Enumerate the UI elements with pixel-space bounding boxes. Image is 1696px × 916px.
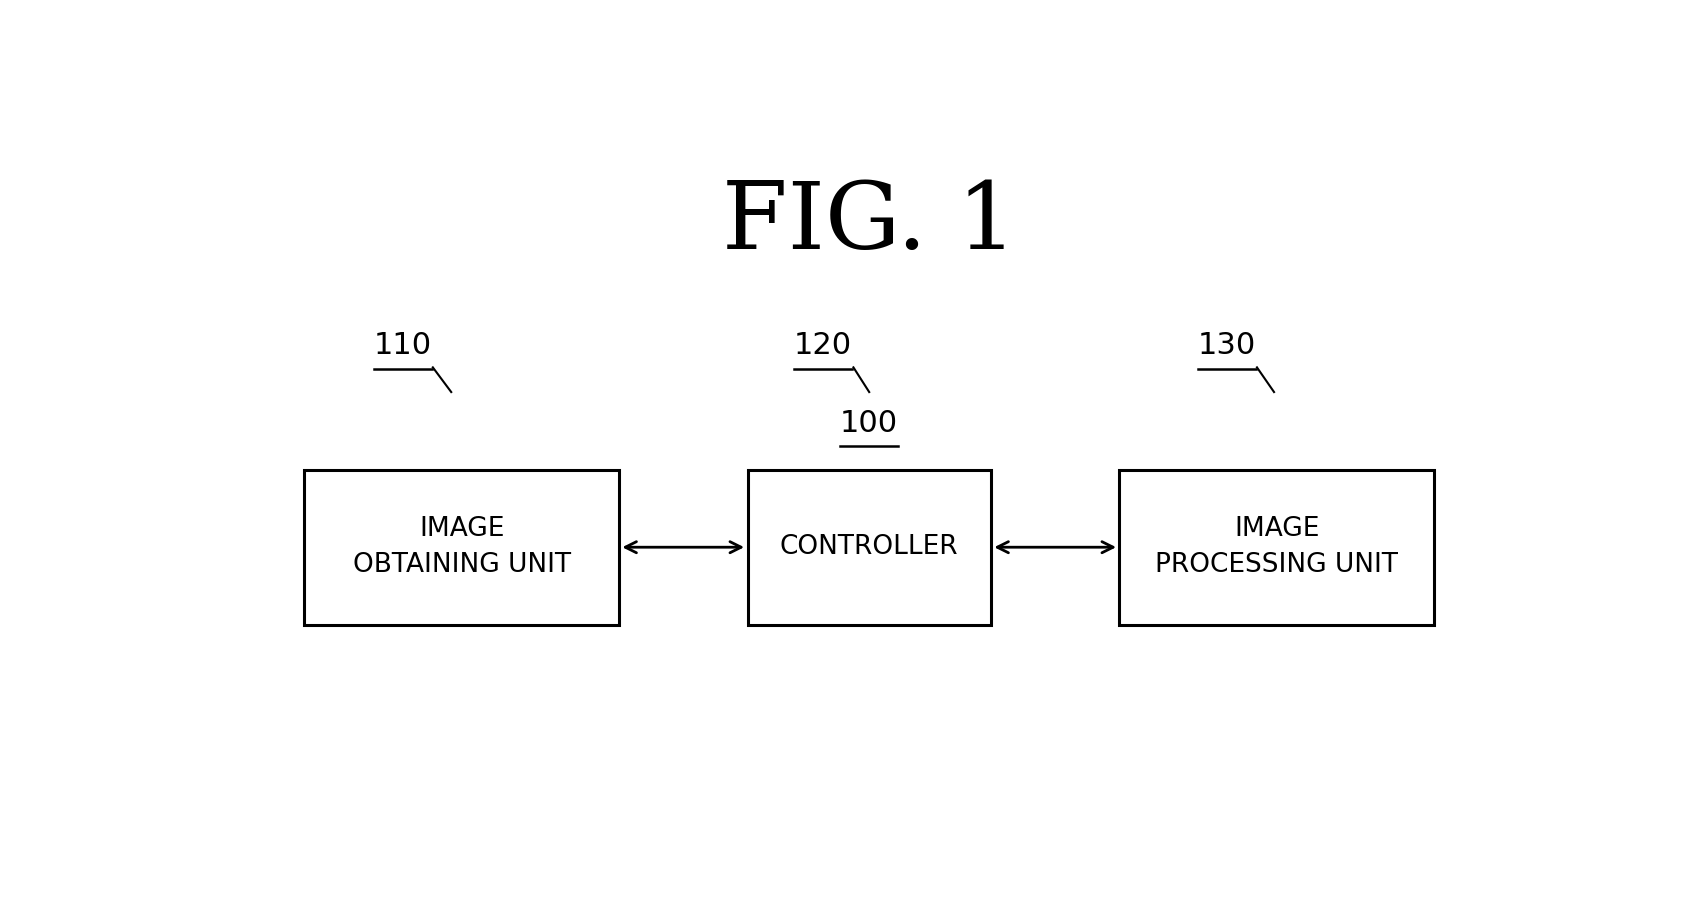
Bar <box>1119 470 1435 625</box>
Text: 100: 100 <box>840 409 899 438</box>
Text: 110: 110 <box>373 332 432 360</box>
Text: FIG. 1: FIG. 1 <box>722 178 1016 267</box>
Text: 120: 120 <box>794 332 853 360</box>
Text: 130: 130 <box>1197 332 1255 360</box>
Text: IMAGE
PROCESSING UNIT: IMAGE PROCESSING UNIT <box>1155 517 1398 578</box>
Text: IMAGE
OBTAINING UNIT: IMAGE OBTAINING UNIT <box>353 517 572 578</box>
Text: CONTROLLER: CONTROLLER <box>780 534 958 561</box>
Bar <box>304 470 619 625</box>
Bar <box>748 470 990 625</box>
